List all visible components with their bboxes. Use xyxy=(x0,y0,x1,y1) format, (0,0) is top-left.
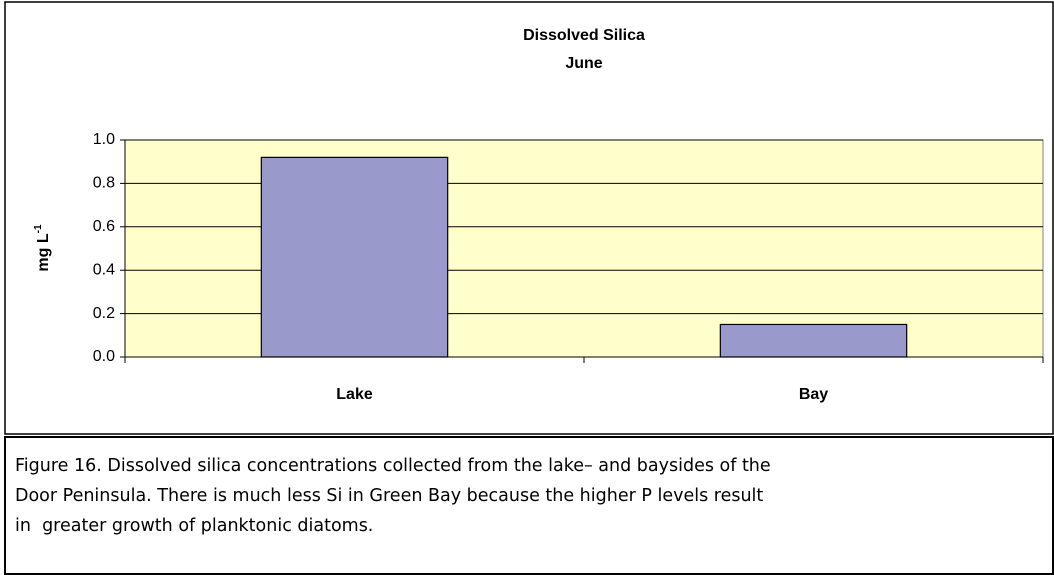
caption-line: Figure 16. Dissolved silica concentratio… xyxy=(15,456,771,476)
y-tick-label: 1.0 xyxy=(93,131,115,148)
x-tick-label: Lake xyxy=(336,386,373,403)
y-tick-label: 0.0 xyxy=(93,348,115,365)
caption-frame xyxy=(4,436,1054,575)
bar xyxy=(260,156,449,358)
x-tick-label: Bay xyxy=(799,386,828,403)
bar xyxy=(719,323,908,358)
y-tick-label: 0.6 xyxy=(93,218,115,235)
y-tick-label: 0.8 xyxy=(93,175,115,192)
y-tick-label: 0.4 xyxy=(93,261,115,278)
chart-subtitle: June xyxy=(565,55,602,72)
caption-line: in greater growth of planktonic diatoms. xyxy=(15,516,373,536)
chart-title: Dissolved Silica xyxy=(523,27,645,44)
y-axis-label-text: mg L xyxy=(35,233,52,271)
y-axis-label-sup: -1 xyxy=(33,224,44,233)
caption-line: Door Peninsula. There is much less Si in… xyxy=(15,486,763,506)
y-axis-label: mg L-1 xyxy=(33,224,53,272)
y-tick-label: 0.2 xyxy=(93,305,115,322)
